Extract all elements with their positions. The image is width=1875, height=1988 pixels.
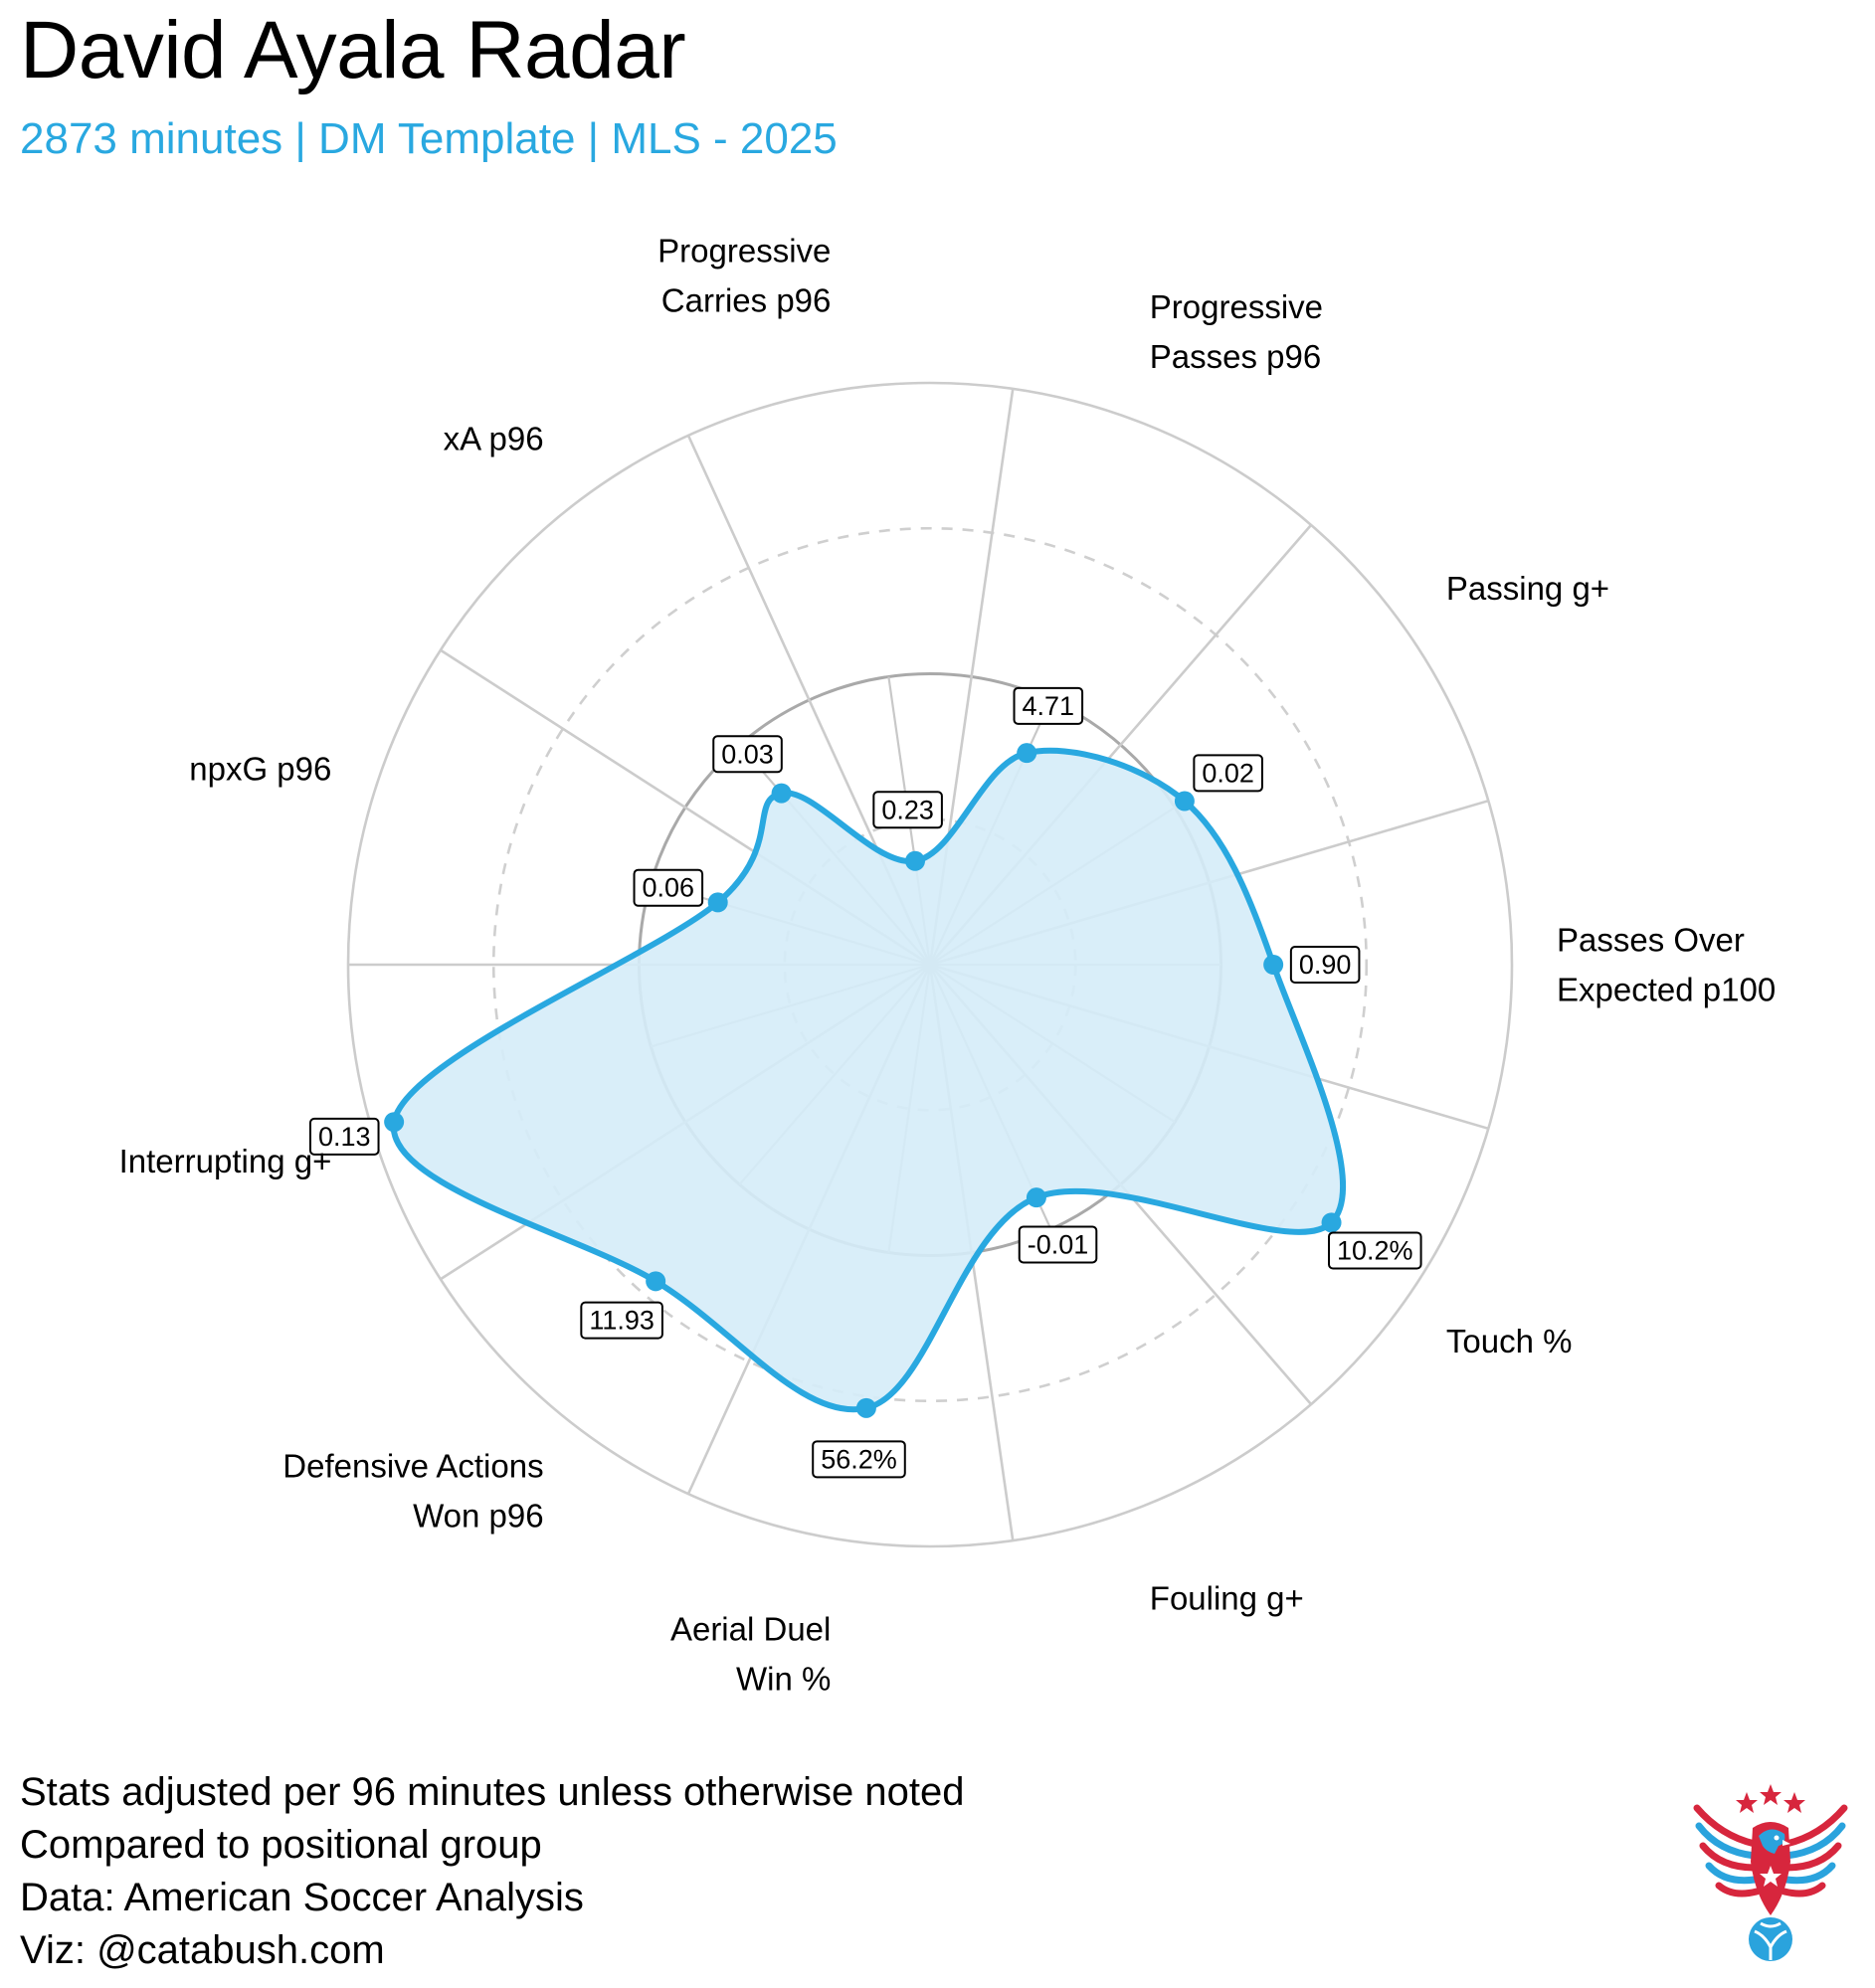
radar-value-label: 11.93 <box>580 1301 663 1340</box>
radar-axis-labels: Passes Over Expected p100 Passing g+ Progre… <box>119 233 1777 1698</box>
radar-axis-label: Progressive Carries p96 <box>657 233 831 319</box>
star-icon <box>1783 1792 1805 1813</box>
radar-value-label: 0.02 <box>1193 754 1263 793</box>
radar-value-label: 4.71 <box>1013 686 1084 725</box>
radar-value-label: 0.03 <box>712 735 783 774</box>
radar-value-label: -0.01 <box>1018 1225 1098 1264</box>
radar-axis-label: Defensive Actions Won p96 <box>282 1448 543 1535</box>
radar-value-text: 11.93 <box>589 1306 655 1336</box>
radar-value-text: 4.71 <box>1023 691 1075 721</box>
radar-value-label: 10.2% <box>1328 1231 1422 1270</box>
footnote-line: Stats adjusted per 96 minutes unless oth… <box>20 1770 965 1814</box>
radar-point <box>855 1397 876 1418</box>
radar-point <box>1174 791 1195 812</box>
radar-value-text: 56.2% <box>821 1444 897 1474</box>
radar-point <box>707 892 728 913</box>
radar-axis-label: Passing g+ <box>1446 570 1609 607</box>
radar-point <box>1263 955 1284 975</box>
radar-value-label: 56.2% <box>812 1440 906 1479</box>
footnote-line: Data: American Soccer Analysis <box>20 1876 584 1919</box>
chart-title: David Ayala Radar <box>20 5 686 95</box>
radar-point <box>905 850 926 871</box>
radar-ring-75 <box>491 526 1369 1403</box>
radar-value-text: 0.06 <box>643 873 695 903</box>
radar-axis-label: Touch % <box>1446 1323 1573 1359</box>
radar-value-text: 0.03 <box>721 739 774 769</box>
radar-value-label: 0.06 <box>633 868 704 907</box>
radar-value-text: 0.13 <box>318 1122 371 1152</box>
radar-axis-label: Passes Over Expected p100 <box>1557 922 1776 1008</box>
radar-point <box>1017 743 1037 764</box>
radar-value-text: 10.2% <box>1337 1235 1413 1265</box>
eagle-soccer-ball-logo <box>1693 1784 1848 1961</box>
radar-axis-label: npxG p96 <box>189 750 331 787</box>
radar-value-label: 0.13 <box>308 1117 380 1156</box>
radar-axis-label: Interrupting g+ <box>119 1143 332 1179</box>
radar-chart: 0.90 0.02 4.71 0.23 0.03 0.06 0.13 11.93 56.2% -0… <box>119 233 1777 1698</box>
radar-point <box>384 1112 405 1133</box>
radar-point <box>1026 1187 1046 1208</box>
footnotes: Stats adjusted per 96 minutes unless oth… <box>20 1766 964 1977</box>
radar-point <box>646 1271 666 1292</box>
radar-value-text: -0.01 <box>1028 1229 1089 1259</box>
radar-shape <box>384 743 1347 1418</box>
radar-value-text: 0.23 <box>881 795 934 824</box>
radar-value-label: 0.90 <box>1289 946 1361 984</box>
radar-axis-label: Fouling g+ <box>1150 1579 1304 1616</box>
radar-series-area <box>391 747 1347 1413</box>
radar-axis-label: xA p96 <box>444 421 544 457</box>
radar-value-labels: 0.90 0.02 4.71 0.23 0.03 0.06 0.13 11.93 56.2% -0… <box>308 686 1422 1479</box>
radar-point <box>1321 1212 1342 1233</box>
star-icon <box>1760 1784 1781 1805</box>
radar-value-label: 0.23 <box>872 791 943 829</box>
radar-value-text: 0.02 <box>1202 758 1254 788</box>
radar-axis-label: Progressive Passes p96 <box>1150 288 1323 375</box>
radar-value-text: 0.90 <box>1299 950 1352 980</box>
chart-subtitle: 2873 minutes | DM Template | MLS - 2025 <box>20 114 838 163</box>
footnote-line: Compared to positional group <box>20 1823 542 1867</box>
star-icon <box>1736 1792 1758 1813</box>
radar-point <box>771 783 792 804</box>
footnote-line: Viz: @catabush.com <box>20 1928 385 1972</box>
radar-axis-label: Aerial Duel Win % <box>670 1610 831 1697</box>
